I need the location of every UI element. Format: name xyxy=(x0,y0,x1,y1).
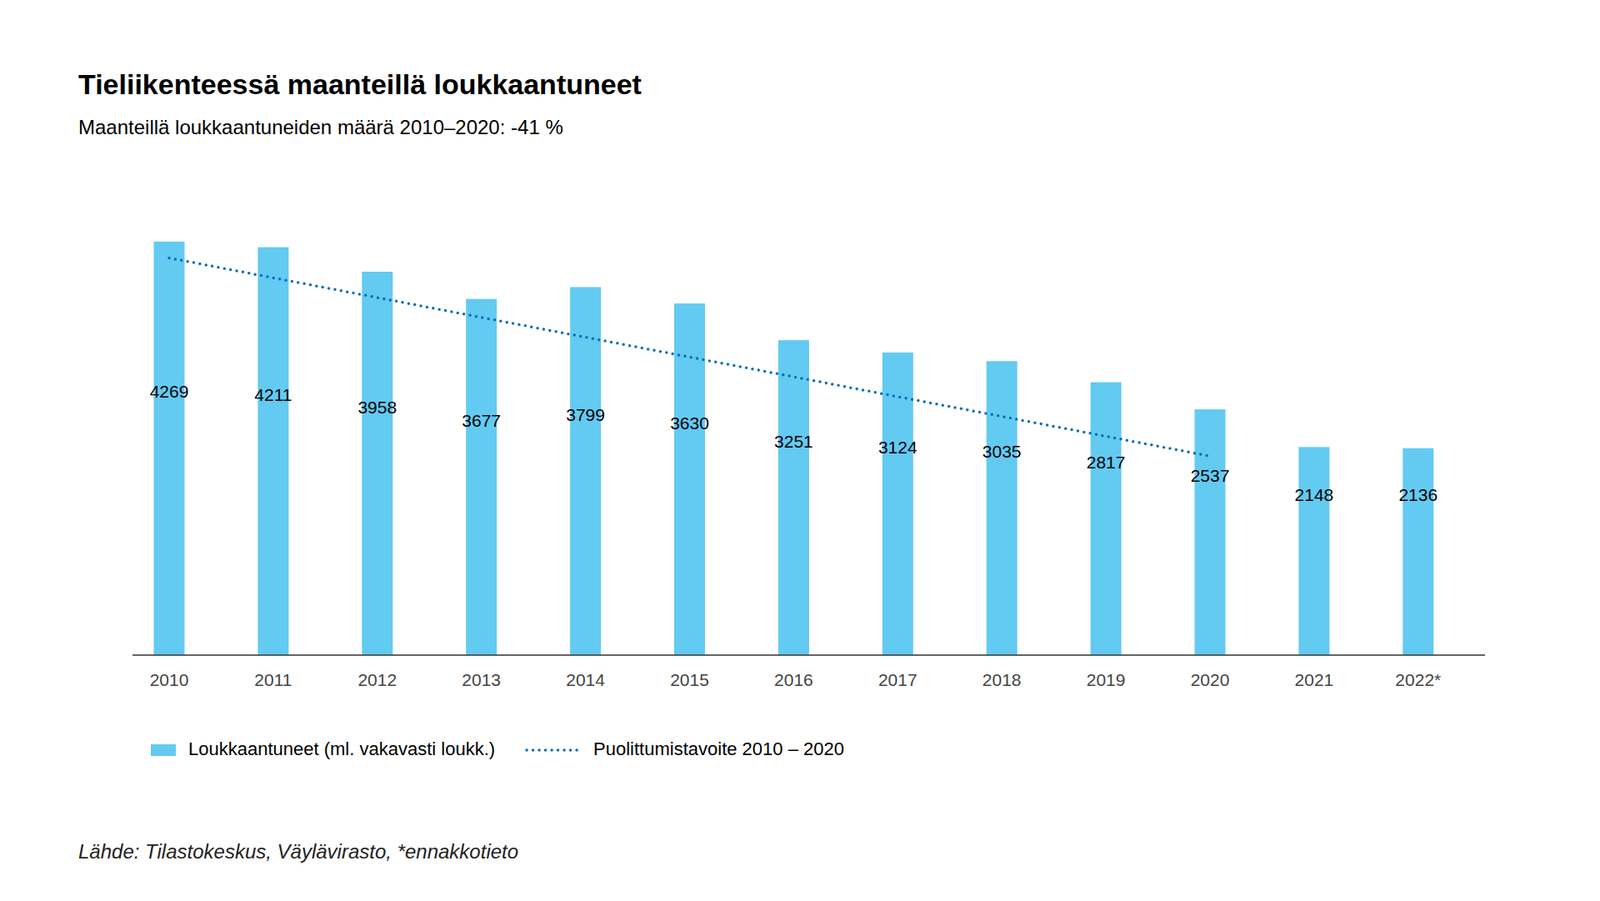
bar xyxy=(986,360,1018,655)
bar xyxy=(1402,448,1434,655)
legend-swatch xyxy=(150,744,176,756)
subtitle: Maanteillä loukkaantuneiden määrä 2010–2… xyxy=(78,115,564,139)
data-label: 3251 xyxy=(774,431,814,451)
bar xyxy=(882,352,914,655)
source: Lähde: Tilastokeskus, Väylävirasto, *enn… xyxy=(78,840,519,863)
title: Tieliikenteessä maanteillä loukkaantunee… xyxy=(78,68,642,100)
data-label: 3677 xyxy=(461,410,501,430)
data-label: 3958 xyxy=(357,397,397,417)
data-label: 3035 xyxy=(982,441,1022,461)
chart: Tieliikenteessä maanteillä loukkaantunee… xyxy=(0,0,1600,901)
data-label: 2537 xyxy=(1190,465,1230,485)
data-label: 2817 xyxy=(1086,452,1126,472)
labels: 4269 4211 3958 3677 3799 3630 3251 3124 3035 2817… xyxy=(150,381,1439,505)
data-label: 3799 xyxy=(565,405,605,425)
bar xyxy=(778,340,810,655)
x-tick-label: 2016 xyxy=(774,670,814,690)
x-tick-label: 2020 xyxy=(1190,670,1230,690)
x-tick-label: 2013 xyxy=(461,670,501,690)
data-label: 2136 xyxy=(1398,485,1438,505)
bar xyxy=(361,271,393,655)
bar xyxy=(570,286,601,655)
x-tick-label: 2019 xyxy=(1086,670,1126,690)
data-label: 4269 xyxy=(150,381,190,401)
x-tick-label: 2018 xyxy=(982,670,1022,690)
x-tick-label: 2017 xyxy=(878,670,918,690)
x-tick-label: 2014 xyxy=(565,670,605,690)
data-label: 3124 xyxy=(878,437,918,457)
x-tick-label: 2011 xyxy=(254,670,292,690)
x-tick-label: 2010 xyxy=(150,670,190,690)
data-label: 4211 xyxy=(254,385,292,405)
legend-label: Puolittumistavoite 2010 – 2020 xyxy=(593,738,845,760)
x-tick-label: 2021 xyxy=(1295,670,1335,690)
legend: Loukkaantuneet (ml. vakavasti loukk.) Puo… xyxy=(150,738,845,760)
x-tick-label: 2015 xyxy=(670,670,710,690)
legend-label: Loukkaantuneet (ml. vakavasti loukk.) xyxy=(188,738,495,760)
plot-area xyxy=(154,241,1435,655)
bar xyxy=(1195,409,1226,655)
x-tick-label: 2022* xyxy=(1395,670,1441,690)
bar xyxy=(154,241,185,655)
data-label: 2148 xyxy=(1295,485,1335,505)
target-line xyxy=(169,257,1210,456)
x-axis xyxy=(132,654,1485,656)
bar xyxy=(1090,382,1122,655)
bar xyxy=(465,299,497,655)
bar xyxy=(257,247,289,655)
data-label: 3630 xyxy=(670,413,710,433)
bar xyxy=(1298,446,1330,655)
x-tick-label: 2012 xyxy=(357,670,397,690)
legend-swatch xyxy=(526,748,580,752)
